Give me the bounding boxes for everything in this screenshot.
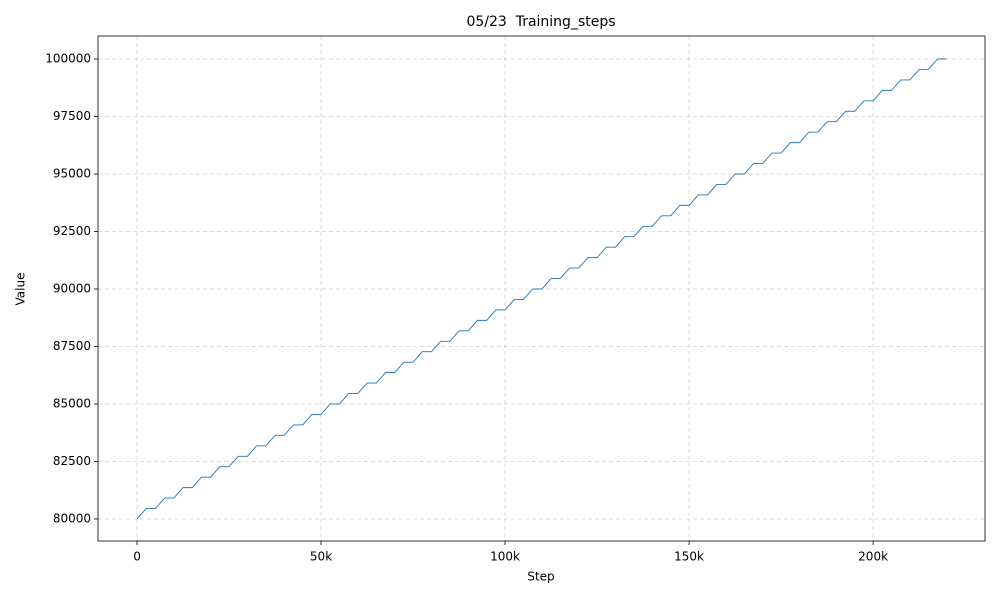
y-tick-label: 80000 [53,511,91,525]
y-axis-label: Value [14,273,28,306]
x-tick-label: 50k [310,550,332,564]
x-tick-label: 0 [133,550,141,564]
y-tick-label: 85000 [53,396,91,410]
y-tick-label: 92500 [53,224,91,238]
y-tick-label: 87500 [53,339,91,353]
data-line [136,58,947,520]
y-tick-label: 82500 [53,454,91,468]
x-axis-label: Step [527,570,554,584]
y-tick-label: 97500 [53,109,91,123]
x-tick-label: 150k [674,550,704,564]
y-tick-label: 95000 [53,166,91,180]
plot-frame [97,35,986,542]
y-tick-label: 90000 [53,281,91,295]
y-tick-label: 100000 [45,51,91,65]
x-tick-label: 100k [490,550,520,564]
x-tick-label: 200k [858,550,888,564]
chart-title: 05/23 Training_steps [466,14,615,30]
